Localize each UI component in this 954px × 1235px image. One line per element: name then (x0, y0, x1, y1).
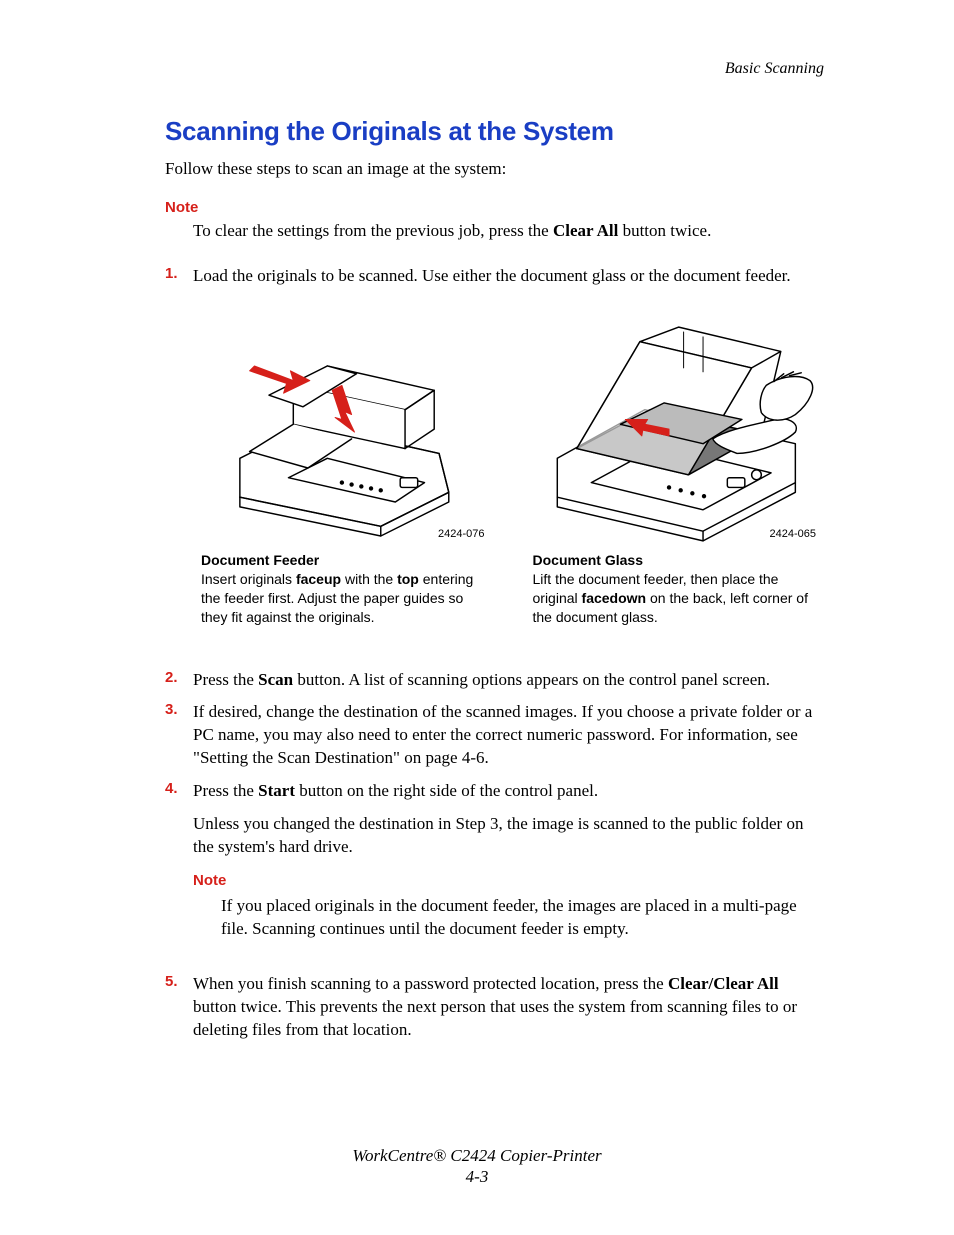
step-bold: Start (258, 781, 295, 800)
step-2: 2. Press the Scan button. A list of scan… (165, 669, 824, 692)
section-title: Scanning the Originals at the System (165, 116, 824, 147)
cap-pre: Insert originals (201, 571, 296, 587)
illustration-id: 2424-065 (770, 528, 817, 540)
step-bold: Scan (258, 670, 293, 689)
intro-text: Follow these steps to scan an image at t… (165, 159, 824, 179)
step-bold: Clear/Clear All (668, 974, 779, 993)
note-label: Note (193, 871, 824, 891)
step-4: 4. Press the Start button on the right s… (165, 780, 824, 963)
step-number: 4. (165, 780, 193, 963)
step-pre: Press the (193, 781, 258, 800)
figure-glass: 2424-065 Document Glass Lift the documen… (533, 324, 825, 627)
figure-row: 2424-076 Document Feeder Insert original… (201, 324, 824, 627)
note-label: Note (165, 199, 824, 216)
note-pre: To clear the settings from the previous … (193, 221, 553, 240)
note-body: To clear the settings from the previous … (193, 220, 824, 243)
footer-page-number: 4-3 (0, 1166, 954, 1187)
step-pre: When you finish scanning to a password p… (193, 974, 668, 993)
feeder-illustration-icon (201, 324, 493, 544)
step-number: 3. (165, 701, 193, 770)
cap-b2: top (397, 571, 419, 587)
figure-feeder: 2424-076 Document Feeder Insert original… (201, 324, 493, 627)
illustration-id: 2424-076 (438, 528, 485, 540)
note-post: button twice. (618, 221, 711, 240)
note-block-2: Note If you placed originals in the docu… (193, 871, 824, 941)
step-text: Press the Start button on the right side… (193, 780, 824, 963)
figure-caption: Insert originals faceup with the top ent… (201, 570, 493, 627)
note-bold: Clear All (553, 221, 618, 240)
cap-b1: facedown (582, 590, 647, 606)
figure-caption: Lift the document feeder, then place the… (533, 570, 825, 627)
page-footer: WorkCentre® C2424 Copier-Printer 4-3 (0, 1145, 954, 1188)
step-3: 3. If desired, change the destination of… (165, 701, 824, 770)
step-post: button twice. This prevents the next per… (193, 997, 797, 1039)
cap-mid: with the (341, 571, 397, 587)
step-5: 5. When you finish scanning to a passwor… (165, 973, 824, 1042)
footer-product: WorkCentre® C2424 Copier-Printer (0, 1145, 954, 1166)
step-1: 1. Load the originals to be scanned. Use… (165, 265, 824, 288)
step-text: If desired, change the destination of th… (193, 701, 824, 770)
step-number: 1. (165, 265, 193, 288)
cap-b1: faceup (296, 571, 341, 587)
figure-label: Document Feeder (201, 552, 493, 568)
step-post: button on the right side of the control … (295, 781, 598, 800)
step-post: button. A list of scanning options appea… (293, 670, 770, 689)
step-number: 5. (165, 973, 193, 1042)
note-block-1: Note To clear the settings from the prev… (165, 199, 824, 243)
note-body: If you placed originals in the document … (221, 895, 824, 941)
step-text: Load the originals to be scanned. Use ei… (193, 265, 824, 288)
step-pre: Press the (193, 670, 258, 689)
step-text: When you finish scanning to a password p… (193, 973, 824, 1042)
running-header: Basic Scanning (165, 60, 824, 78)
figure-label: Document Glass (533, 552, 825, 568)
step-para2: Unless you changed the destination in St… (193, 813, 824, 859)
glass-illustration-icon (533, 324, 825, 544)
step-text: Press the Scan button. A list of scannin… (193, 669, 824, 692)
step-number: 2. (165, 669, 193, 692)
